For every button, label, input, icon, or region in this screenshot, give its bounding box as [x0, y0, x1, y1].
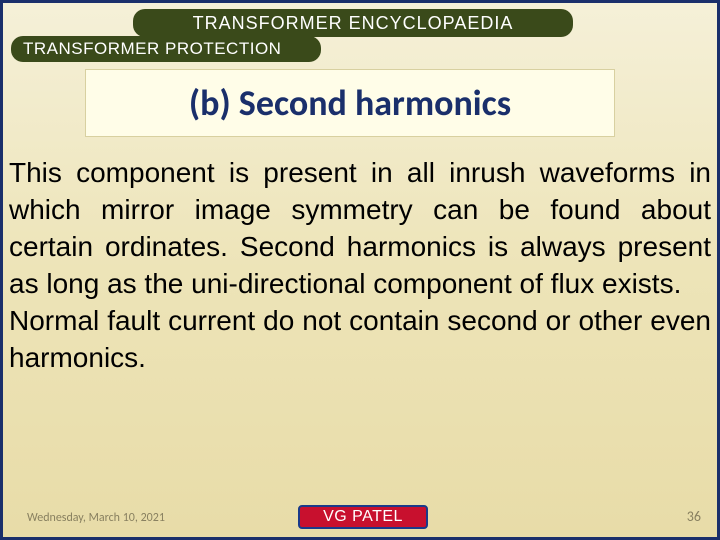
- body-text: This component is present in all inrush …: [9, 155, 711, 377]
- header-pill-2: TRANSFORMER PROTECTION: [11, 36, 321, 62]
- slide: TRANSFORMER ENCYCLOPAEDIA TRANSFORMER PR…: [0, 0, 720, 540]
- footer-page-number: 36: [687, 508, 701, 525]
- header-text-1: TRANSFORMER ENCYCLOPAEDIA: [193, 13, 514, 34]
- title-box: (b) Second harmonics: [85, 69, 615, 137]
- title-text: (b) Second harmonics: [189, 81, 511, 125]
- header-pill-1: TRANSFORMER ENCYCLOPAEDIA: [133, 9, 573, 37]
- body-paragraph: This component is present in all inrush …: [9, 157, 711, 299]
- header-text-2: TRANSFORMER PROTECTION: [23, 39, 281, 59]
- footer-author-badge: VG PATEL: [298, 505, 428, 529]
- footer-date: Wednesday, March 10, 2021: [27, 511, 165, 525]
- body-paragraph: Normal fault current do not contain seco…: [9, 305, 711, 373]
- footer-author-text: VG PATEL: [323, 508, 403, 526]
